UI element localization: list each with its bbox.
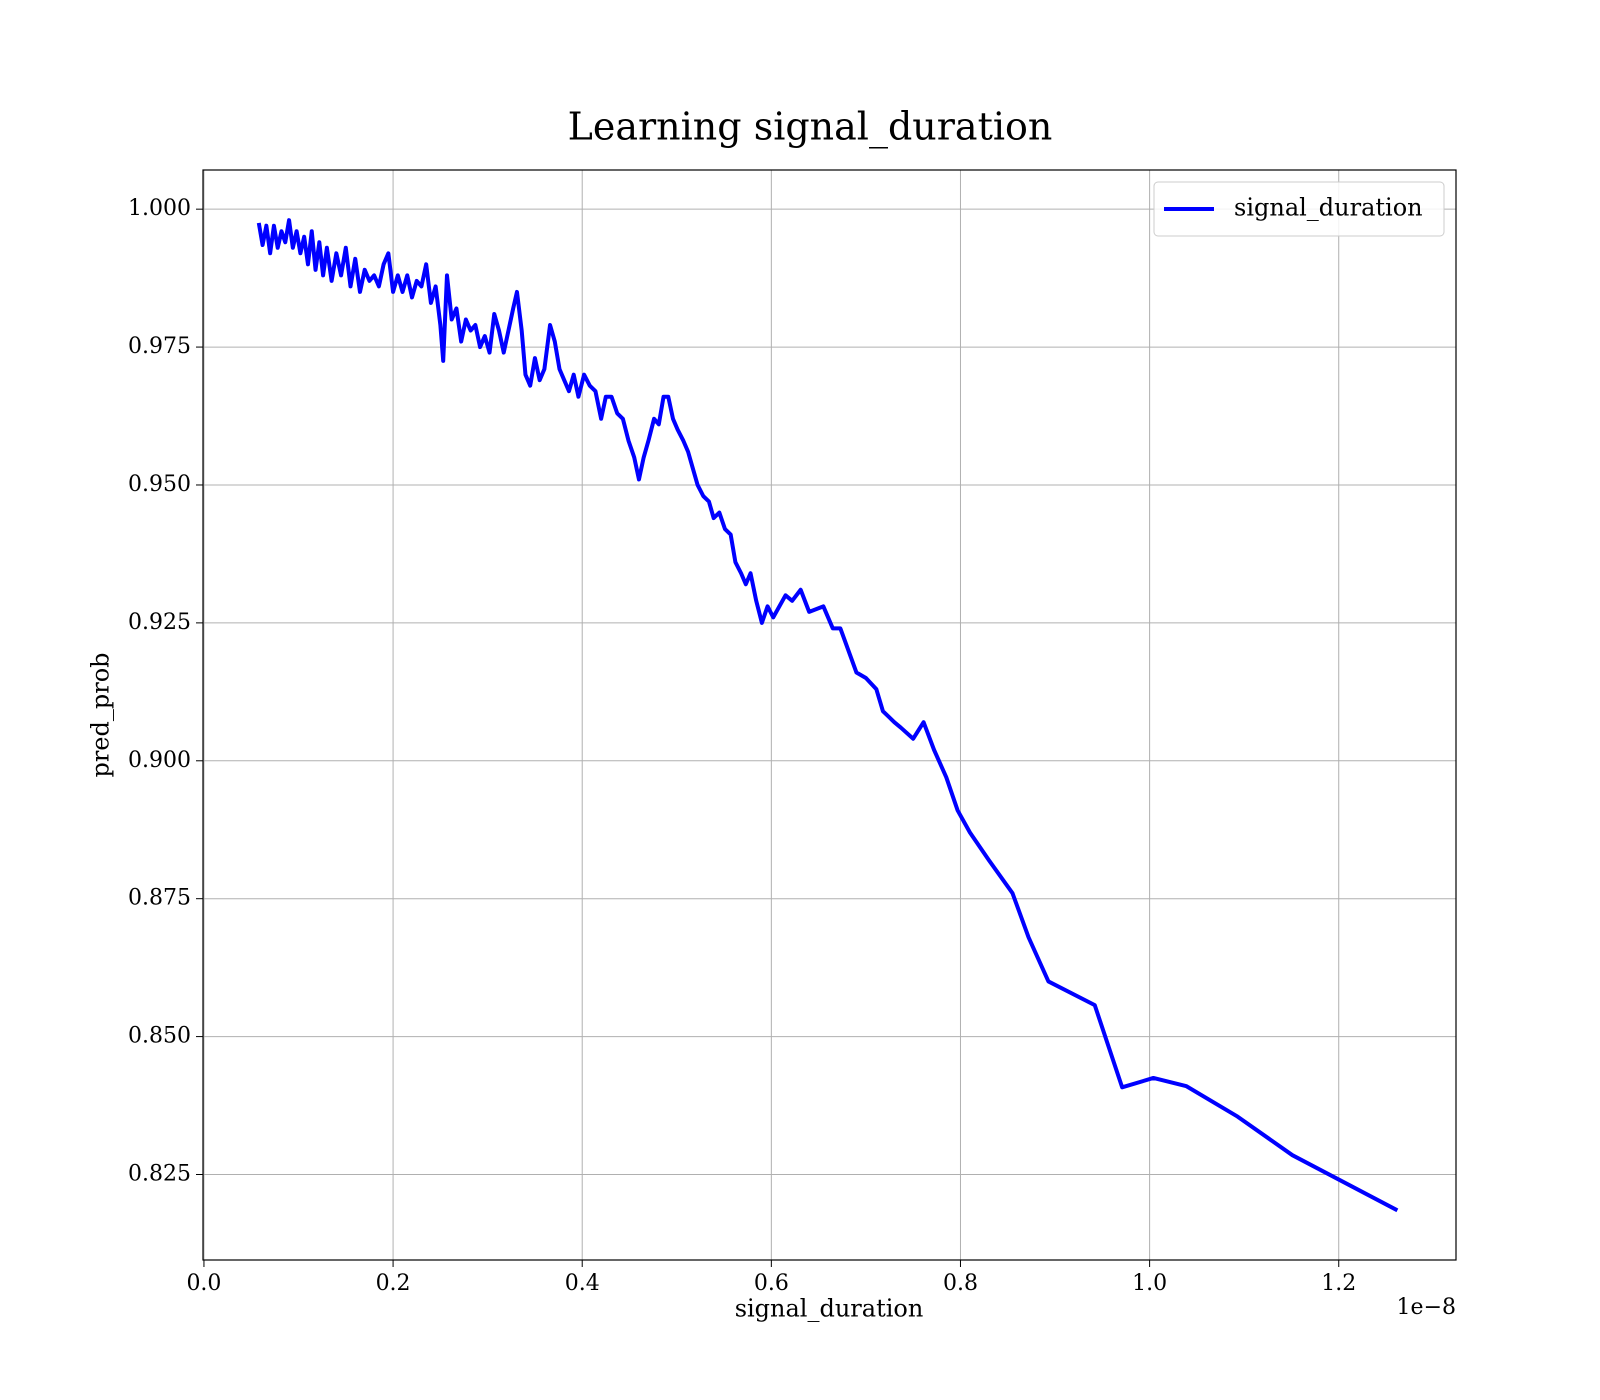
legend-box [1153, 181, 1445, 237]
x-tick-label: 1.0 [1132, 1271, 1167, 1296]
y-tick-label: 0.975 [128, 334, 191, 359]
x-axis-label: signal_duration [735, 1295, 924, 1323]
plot-frame [202, 169, 1457, 1261]
y-tick-label: 0.875 [128, 886, 191, 911]
y-tick-label: 0.850 [128, 1024, 191, 1049]
data-line [256, 218, 1399, 1213]
x-tick-label: 0.4 [565, 1271, 600, 1296]
y-tick-label: 0.900 [128, 748, 191, 773]
x-tick-label: 1.2 [1321, 1271, 1356, 1296]
x-tick-label: 0.2 [376, 1271, 411, 1296]
y-tick-label: 0.925 [128, 610, 191, 635]
y-tick-label: 0.950 [128, 472, 191, 497]
x-tick-label: 0.6 [754, 1271, 789, 1296]
x-offset-label: 1e−8 [1397, 1295, 1456, 1320]
y-axis-label: pred_prob [87, 652, 115, 777]
x-tick-label: 0.0 [186, 1271, 221, 1296]
legend-label: signal_duration [1234, 194, 1423, 222]
chart-title: Learning signal_duration [568, 105, 1053, 150]
y-tick-label: 0.825 [128, 1161, 191, 1186]
x-tick-label: 0.8 [943, 1271, 978, 1296]
y-tick-label: 1.000 [128, 196, 191, 221]
